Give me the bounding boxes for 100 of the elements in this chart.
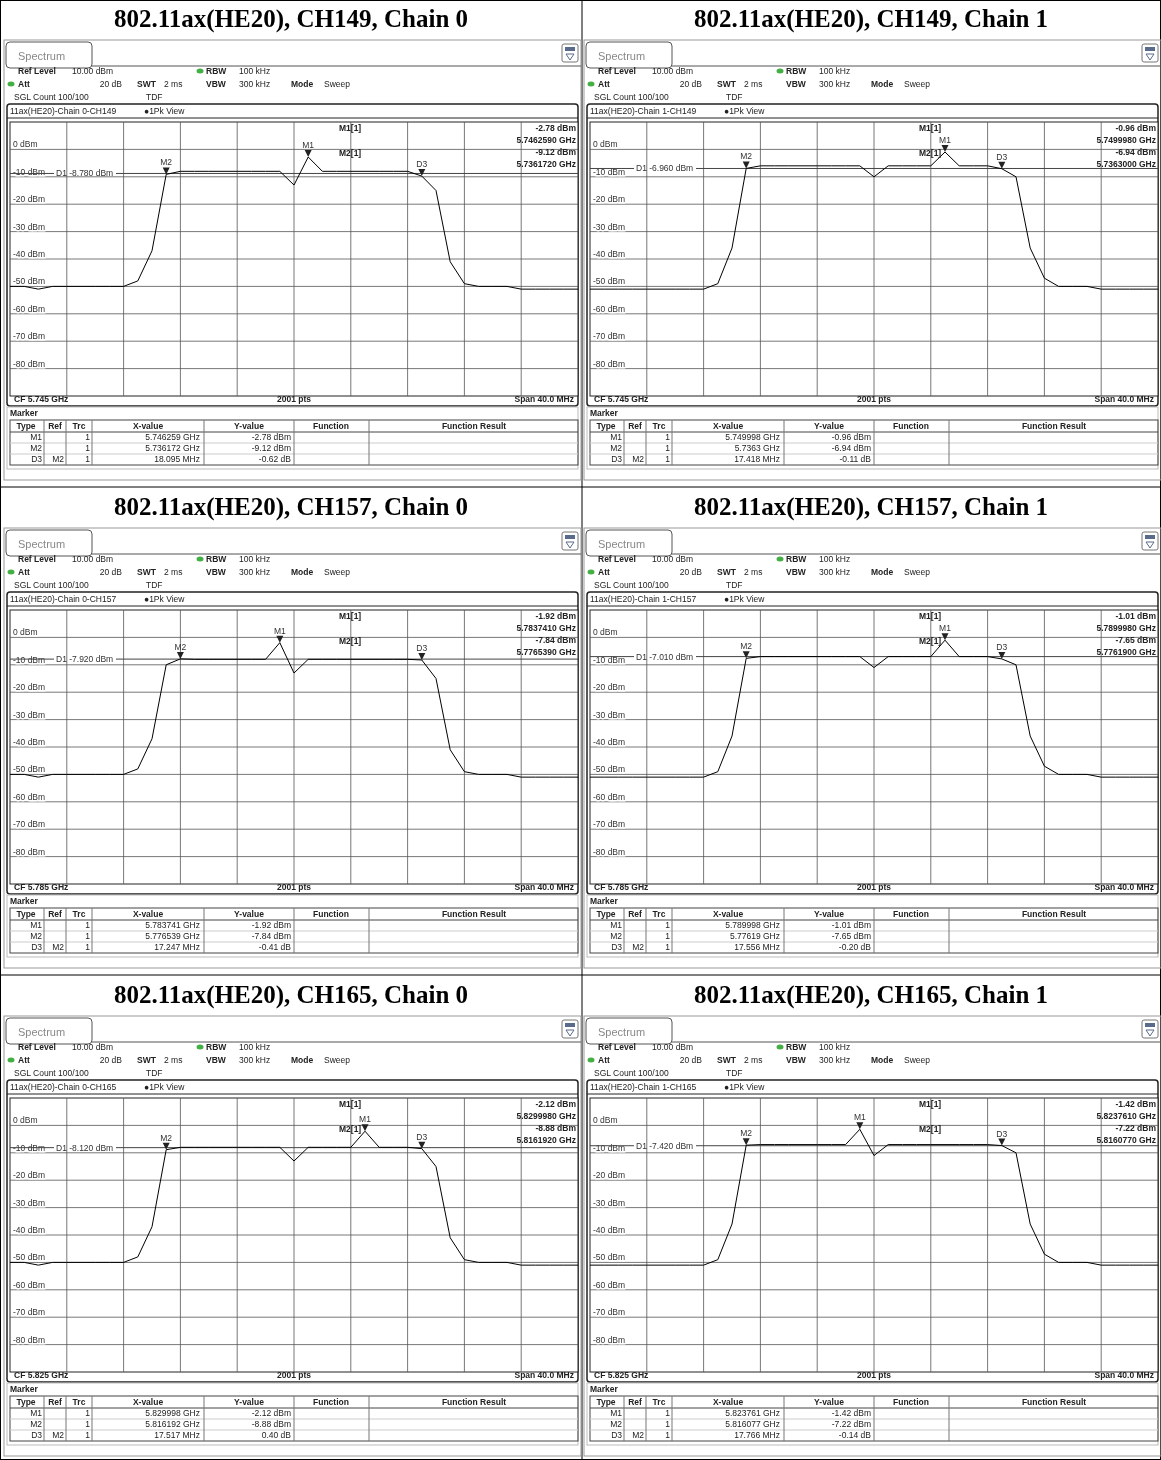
- text: M2: [632, 942, 645, 952]
- annotation: M1: [939, 623, 952, 634]
- annotation: Span 40.0 MHz: [1094, 882, 1154, 892]
- text: ●1Pk View: [724, 594, 766, 604]
- annotation: -1.42 dBm: [1115, 1099, 1157, 1109]
- annotation: 5.8160770 GHz: [1096, 1135, 1156, 1145]
- text: Spectrum: [598, 50, 646, 62]
- y-tick-label: -40 dBm: [13, 737, 46, 747]
- annotation: M1: [302, 140, 315, 151]
- text: Ref Level: [598, 66, 636, 76]
- y-tick-label: -80 dBm: [593, 846, 626, 857]
- text: -2.78 dBm: [251, 432, 291, 442]
- annotation: -0.96 dBm: [1115, 123, 1157, 133]
- text: ●1Pk View: [144, 106, 186, 116]
- y-tick-label: -60 dBm: [593, 791, 626, 802]
- text: ●1Pk View: [724, 106, 766, 116]
- text: 2 ms: [164, 1055, 183, 1065]
- annotation: M2: [160, 1132, 173, 1143]
- text: D3: [31, 1430, 43, 1440]
- text: 5.736172 GHz: [145, 443, 200, 453]
- text: Function Result: [1021, 1397, 1087, 1407]
- text: M2: [52, 942, 65, 952]
- text: Y-value: [234, 1397, 265, 1407]
- text: -6.94 dBm: [831, 443, 871, 453]
- annotation: 5.7761900 GHz: [1096, 647, 1156, 657]
- y-tick-label: -40 dBm: [593, 737, 626, 747]
- text: M2: [52, 454, 65, 464]
- text: -9.12 dBm: [251, 443, 291, 453]
- text: Type: [596, 421, 616, 431]
- annotation: D3: [416, 643, 428, 654]
- y-tick-label: -50 dBm: [593, 276, 626, 287]
- text: Sweep: [904, 1055, 931, 1065]
- y-tick-label: -50 dBm: [13, 276, 46, 287]
- y-tick-label: 0 dBm: [13, 1115, 38, 1126]
- text: SGL Count 100/100: [594, 92, 670, 102]
- annotation: Span 40.0 MHz: [514, 1370, 574, 1380]
- text: Ref: [628, 421, 643, 431]
- chart-title: 802.11ax(HE20), CH149, Chain 0: [113, 5, 469, 33]
- annotation: CF 5.785 GHz: [594, 882, 649, 892]
- text: 5.823761 GHz: [725, 1408, 780, 1418]
- text: 1: [85, 1430, 91, 1440]
- annotation: M1: [273, 625, 286, 636]
- text: 300 kHz: [239, 567, 271, 577]
- text: 10.00 dBm: [652, 1042, 694, 1052]
- text: 20 dB: [99, 79, 123, 89]
- annotation: CF 5.785 GHz: [14, 882, 69, 892]
- text: Marker: [10, 1384, 39, 1394]
- text: 300 kHz: [819, 79, 851, 89]
- annotation: M1: [853, 1112, 866, 1123]
- text: 100 kHz: [239, 554, 271, 564]
- text: D3: [31, 454, 43, 464]
- text: Function: [313, 909, 349, 919]
- annotation: M2[1]: [339, 636, 362, 646]
- text: 1: [665, 1408, 671, 1418]
- text: 20 dB: [99, 567, 123, 577]
- y-tick-label: -30 dBm: [13, 221, 46, 232]
- annotation: 5.7499980 GHz: [1096, 135, 1156, 145]
- y-tick-label: -80 dBm: [593, 358, 626, 369]
- text: D3: [31, 942, 43, 952]
- annotation: D3: [996, 1128, 1008, 1139]
- text: X-value: [132, 421, 164, 431]
- text: X-value: [132, 909, 164, 919]
- text: Trc: [652, 421, 666, 431]
- annotation: Span 40.0 MHz: [1094, 394, 1154, 404]
- y-tick-label: -50 dBm: [13, 1252, 46, 1263]
- annotation: -9.12 dBm: [535, 147, 577, 157]
- y-tick-label: -50 dBm: [593, 764, 626, 775]
- annotation: 5.7899980 GHz: [1096, 623, 1156, 633]
- text: -0.14 dB: [838, 1430, 872, 1440]
- annotation: CF 5.745 GHz: [14, 394, 69, 404]
- text: Function: [893, 1397, 929, 1407]
- text: 5.816077 GHz: [725, 1419, 780, 1429]
- chart-title: 802.11ax(HE20), CH157, Chain 1: [693, 493, 1049, 521]
- annotation: M2: [740, 641, 753, 652]
- annotation: M2: [160, 157, 173, 168]
- text: Ref Level: [18, 554, 56, 564]
- text: 1: [85, 1419, 91, 1429]
- text: 5.776539 GHz: [145, 931, 200, 941]
- text: Ref: [48, 421, 63, 431]
- text: 17.766 MHz: [734, 1430, 780, 1440]
- text: M2: [632, 1430, 645, 1440]
- text: Marker: [10, 408, 39, 418]
- text: 1: [665, 454, 671, 464]
- y-tick-label: -80 dBm: [13, 358, 46, 369]
- text: 1: [665, 1430, 671, 1440]
- text: Trc: [652, 909, 666, 919]
- text: -7.84 dBm: [251, 931, 291, 941]
- chart-title: 802.11ax(HE20), CH165, Chain 0: [113, 981, 469, 1009]
- text: TDF: [146, 580, 163, 590]
- text: Function Result: [441, 909, 507, 919]
- text: Trc: [652, 1397, 666, 1407]
- text: 5.816192 GHz: [145, 1419, 200, 1429]
- text: Function: [893, 909, 929, 919]
- annotation: M2: [740, 1128, 753, 1139]
- annotation: M2[1]: [919, 636, 942, 646]
- annotation: M1: [939, 135, 952, 146]
- text: 2 ms: [164, 567, 183, 577]
- text: 11ax(HE20)-Chain 1-CH157: [590, 594, 697, 604]
- y-tick-label: -50 dBm: [13, 764, 46, 775]
- text: Att: [598, 79, 610, 89]
